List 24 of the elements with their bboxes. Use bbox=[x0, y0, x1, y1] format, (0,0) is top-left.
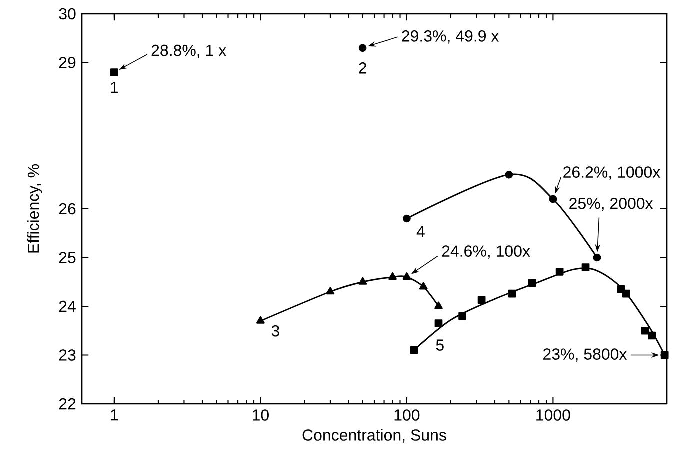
annotation: 29.3%, 49.9 x bbox=[402, 30, 500, 44]
y-tick-label: 29 bbox=[59, 57, 76, 68]
annotation: 2 bbox=[359, 62, 366, 74]
series-label: 4 bbox=[416, 226, 425, 238]
annotation: 23%, 5800x bbox=[544, 348, 628, 362]
annotation: 25%, 2000x bbox=[570, 198, 654, 212]
x-tick-label: 10 bbox=[253, 410, 269, 421]
x-tick-label: 1 bbox=[111, 410, 118, 421]
series-label: 3 bbox=[272, 325, 280, 337]
series-label: 5 bbox=[436, 340, 444, 351]
annotation: 24.6%, 100x bbox=[442, 246, 530, 259]
y-tick-label: 22 bbox=[59, 398, 76, 410]
annotation: 28.8%, 1 x bbox=[152, 44, 226, 58]
annotation: 1 bbox=[111, 82, 118, 94]
annotation: 26.2%, 1000x bbox=[564, 166, 660, 180]
y-tick-label: 24 bbox=[59, 300, 76, 312]
x-axis-title: Concentration, Suns bbox=[302, 429, 446, 443]
y-axis-title: Efficiency, % bbox=[27, 164, 42, 253]
x-tick-label: 100 bbox=[394, 410, 420, 421]
y-tick-label: 23 bbox=[59, 350, 76, 361]
x-tick-label: 1000 bbox=[536, 410, 570, 421]
y-tick-label: 26 bbox=[59, 203, 76, 215]
y-tick-label: 25 bbox=[59, 252, 76, 264]
y-tick-label: 30 bbox=[59, 8, 76, 20]
